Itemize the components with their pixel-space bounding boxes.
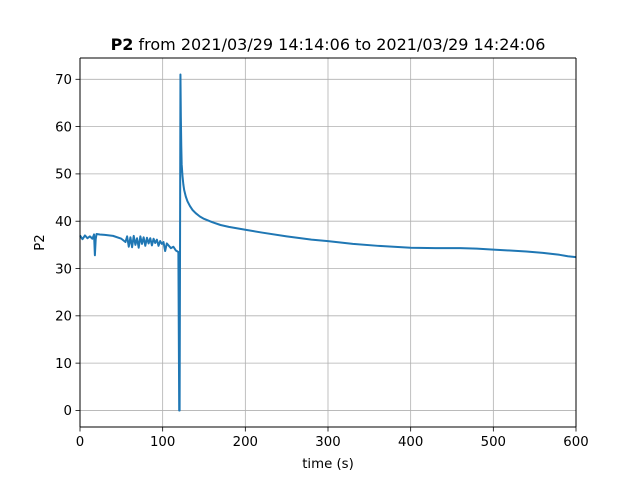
y-tick-label: 50 (55, 168, 72, 183)
y-axis-ticks: 0 10 20 30 40 50 60 70 (55, 73, 80, 419)
series-layer (79, 73, 577, 412)
y-tick-label: 30 (55, 262, 72, 277)
x-axis-label: time (s) (302, 457, 354, 472)
y-tick-label: 40 (55, 215, 72, 230)
x-tick-label: 400 (398, 435, 423, 450)
chart-title-bold: P2 (111, 35, 134, 54)
x-tick-label: 300 (315, 435, 340, 450)
y-axis-label: P2 (33, 234, 48, 250)
x-tick-label: 600 (563, 435, 588, 450)
series-line (79, 73, 577, 412)
x-tick-label: 200 (233, 435, 258, 450)
y-tick-label: 70 (55, 73, 72, 88)
chart-title-rest: from 2021/03/29 14:14:06 to 2021/03/29 1… (133, 35, 545, 54)
x-axis-ticks: 0 100 200 300 400 500 600 (76, 427, 589, 450)
chart-title: P2 from 2021/03/29 14:14:06 to 2021/03/2… (111, 35, 546, 54)
x-tick-label: 0 (76, 435, 84, 450)
y-tick-label: 60 (55, 120, 72, 135)
x-tick-label: 500 (481, 435, 506, 450)
x-tick-label: 100 (150, 435, 175, 450)
grid-lines (80, 58, 576, 427)
y-tick-label: 10 (55, 357, 72, 372)
y-tick-label: 0 (64, 404, 72, 419)
y-tick-label: 20 (55, 310, 72, 325)
